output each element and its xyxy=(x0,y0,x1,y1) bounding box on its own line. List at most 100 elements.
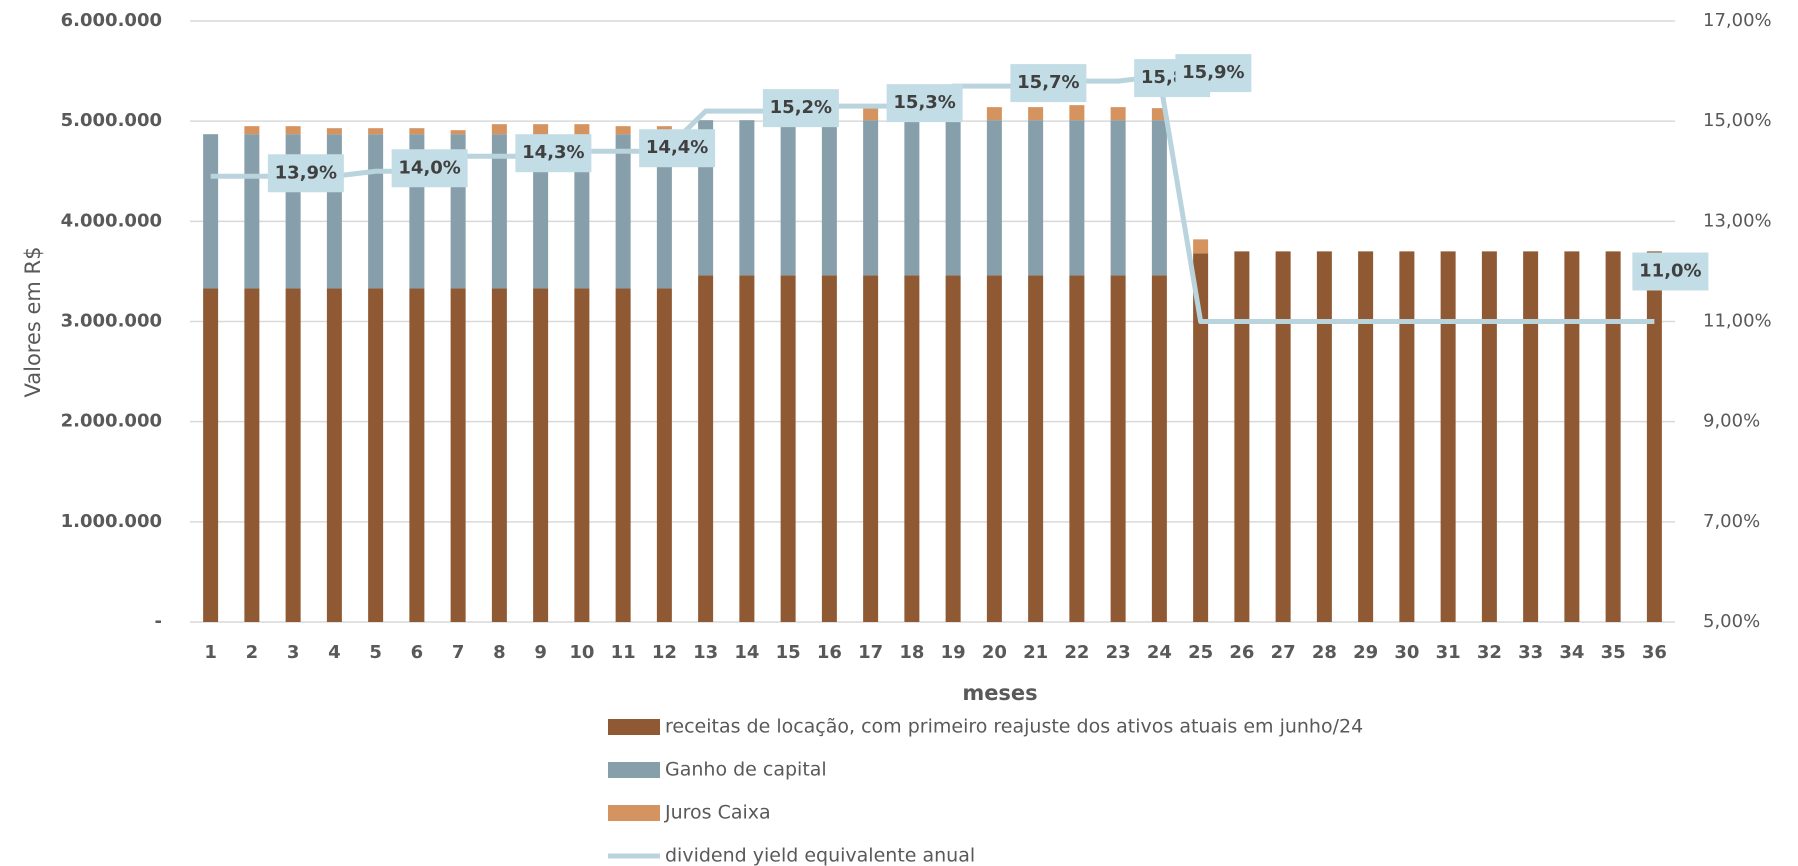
data-label-box xyxy=(1010,64,1087,103)
bar xyxy=(1028,107,1044,121)
x-tick-label: 22 xyxy=(1064,642,1089,663)
data-label: 15,7% xyxy=(1017,72,1079,93)
y2-tick-label: 11,00% xyxy=(1703,311,1772,332)
x-tick-label: 29 xyxy=(1353,642,1378,663)
x-tick-label: 7 xyxy=(452,642,465,663)
y2-tick-label: 5,00% xyxy=(1703,611,1760,632)
x-tick-label: 14 xyxy=(734,642,759,663)
data-label-box xyxy=(515,134,592,173)
bar xyxy=(574,134,590,289)
bar xyxy=(821,120,837,276)
legend-label: dividend yield equivalente anual xyxy=(665,845,975,866)
bar xyxy=(1069,105,1085,121)
x-tick-label: 28 xyxy=(1312,642,1337,663)
bar xyxy=(244,134,260,289)
data-label-box xyxy=(267,154,344,193)
x-tick-label: 4 xyxy=(328,642,341,663)
bar xyxy=(1234,251,1250,622)
legend-swatch xyxy=(608,762,660,778)
bar xyxy=(409,288,425,622)
bar xyxy=(326,288,342,622)
x-tick-label: 26 xyxy=(1229,642,1254,663)
bar xyxy=(739,120,755,276)
bar xyxy=(1358,251,1374,622)
bar xyxy=(904,120,920,276)
x-tick-label: 1 xyxy=(204,642,217,663)
y2-tick-label: 15,00% xyxy=(1703,110,1772,131)
bar xyxy=(1110,120,1126,276)
bar xyxy=(656,134,672,289)
bar xyxy=(1069,120,1085,276)
x-tick-label: 27 xyxy=(1271,642,1296,663)
bar xyxy=(285,288,301,622)
x-tick-label: 20 xyxy=(982,642,1007,663)
bar xyxy=(1523,251,1539,622)
bar xyxy=(574,124,590,135)
bar xyxy=(1110,275,1126,622)
bar xyxy=(244,288,260,622)
y-tick-label: 5.000.000 xyxy=(61,110,162,131)
legend-label: Ganho de capital xyxy=(665,759,827,781)
legend-label: Juros Caixa xyxy=(664,802,771,824)
x-tick-label: 11 xyxy=(611,642,636,663)
bar xyxy=(491,134,507,289)
bar xyxy=(698,275,714,622)
bar xyxy=(491,124,507,135)
data-label: 15,9% xyxy=(1182,62,1244,83)
x-tick-label: 10 xyxy=(569,642,594,663)
bar xyxy=(821,275,837,622)
x-tick-label: 16 xyxy=(817,642,842,663)
bar xyxy=(945,275,961,622)
x-tick-label: 36 xyxy=(1642,642,1667,663)
data-label-box xyxy=(1175,54,1252,93)
bar xyxy=(986,107,1002,121)
bar xyxy=(1193,253,1209,623)
bar xyxy=(615,288,631,622)
bar xyxy=(1151,275,1167,622)
bar xyxy=(533,134,549,289)
bar xyxy=(409,128,425,135)
bar xyxy=(244,126,260,135)
bar xyxy=(945,120,961,276)
data-label-box xyxy=(1632,252,1709,291)
legend-swatch xyxy=(608,719,660,735)
data-label-box xyxy=(391,149,468,188)
y-tick-label: 6.000.000 xyxy=(61,10,162,31)
bar xyxy=(1481,251,1497,622)
bar xyxy=(368,288,384,622)
bar xyxy=(533,124,549,135)
x-tick-label: 2 xyxy=(246,642,259,663)
y2-tick-label: 13,00% xyxy=(1703,210,1772,231)
x-tick-label: 33 xyxy=(1518,642,1543,663)
bar xyxy=(450,130,466,135)
data-label-box xyxy=(886,84,963,123)
x-tick-label: 8 xyxy=(493,642,506,663)
y-axis-title: Valores em R$ xyxy=(21,247,45,398)
y-tick-label: 4.000.000 xyxy=(61,210,162,231)
bar xyxy=(780,120,796,276)
bar xyxy=(1069,275,1085,622)
bar xyxy=(986,275,1002,622)
bar xyxy=(1275,251,1291,622)
x-tick-label: 6 xyxy=(411,642,424,663)
x-tick-label: 5 xyxy=(369,642,382,663)
legend-swatch xyxy=(608,805,660,821)
y-tick-label: - xyxy=(155,611,162,632)
bar xyxy=(1399,251,1415,622)
x-tick-label: 32 xyxy=(1477,642,1502,663)
bar xyxy=(1110,107,1126,121)
x-tick-label: 31 xyxy=(1436,642,1461,663)
bar xyxy=(1564,251,1580,622)
x-axis-title: meses xyxy=(962,681,1037,705)
bar xyxy=(739,275,755,622)
bar xyxy=(863,120,879,276)
data-label: 11,0% xyxy=(1639,261,1701,282)
data-label: 13,9% xyxy=(275,162,337,183)
bar xyxy=(656,288,672,622)
bar xyxy=(368,128,384,135)
data-label: 15,3% xyxy=(893,92,955,113)
bar xyxy=(1605,251,1621,622)
bar xyxy=(1028,120,1044,276)
